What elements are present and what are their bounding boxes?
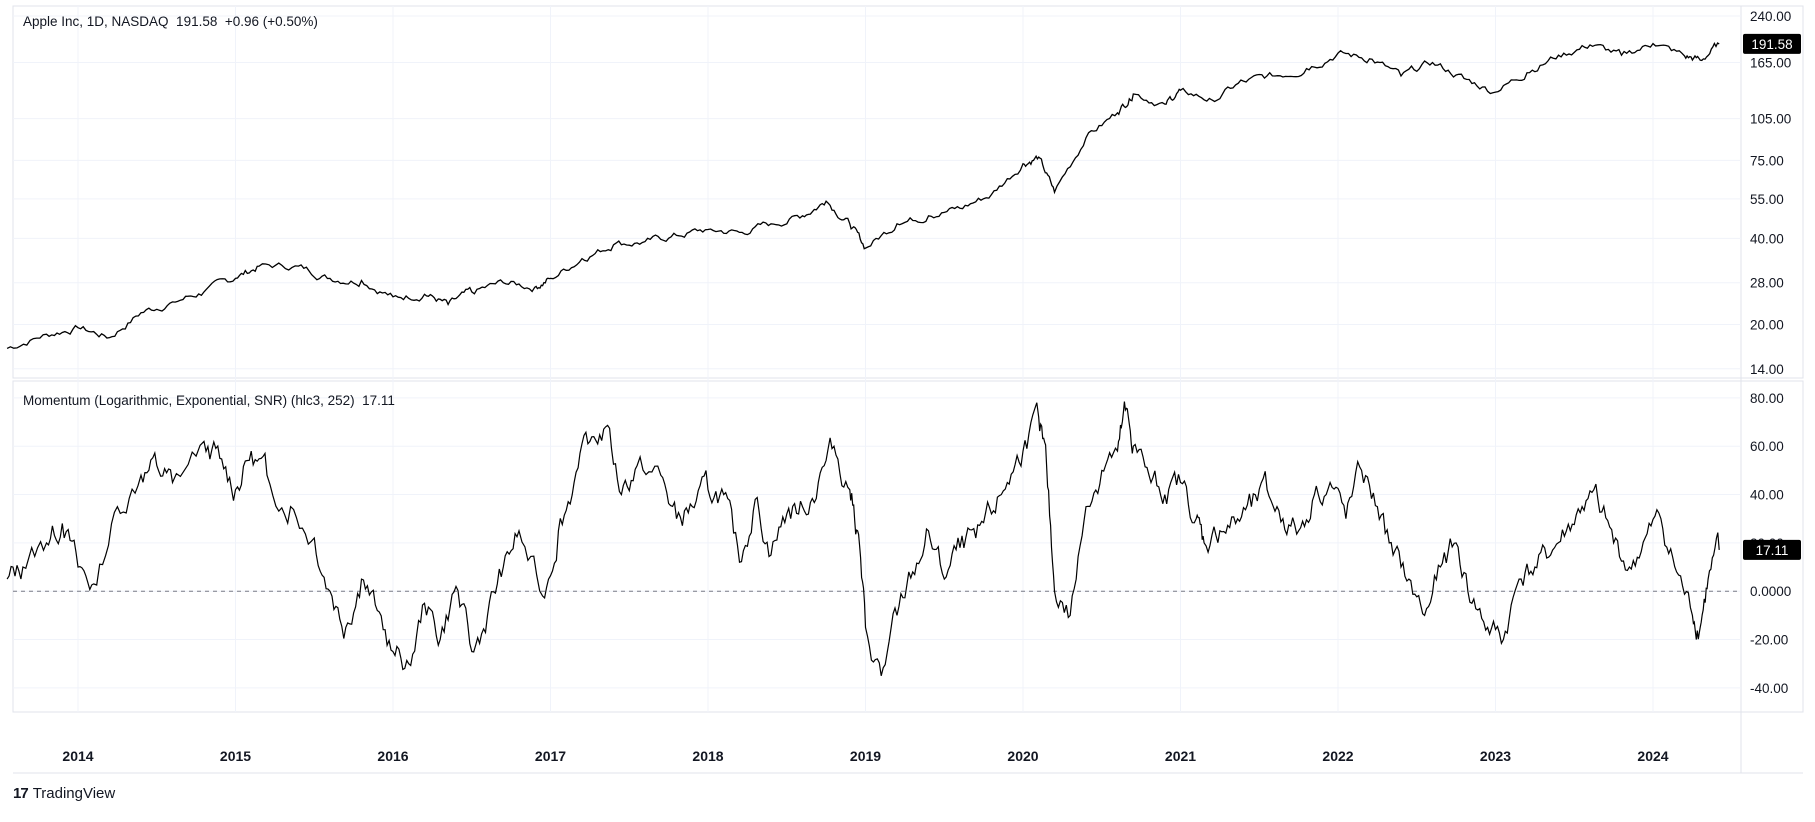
time-axis-label: 2020 <box>1007 748 1038 764</box>
momentum-last-value-bg <box>1743 539 1801 560</box>
tradingview-logo-icon: 17 <box>13 785 29 802</box>
price-axis-label: 55.00 <box>1750 192 1784 207</box>
time-axis-ticks: 2014 2015 2016 2017 2018 2019 2020 2021 2022 2023… <box>62 748 1668 764</box>
momentum-legend[interactable]: Momentum (Logarithmic, Exponential, SNR)… <box>23 393 395 408</box>
momentum-axis-label: 80.00 <box>1750 391 1784 406</box>
grid-lines <box>13 6 1741 712</box>
momentum-last-value-text: 17.11 <box>1756 543 1789 558</box>
time-axis-label: 2019 <box>850 748 881 764</box>
price-axis-label: 105.00 <box>1750 112 1791 127</box>
price-series <box>6 42 1720 349</box>
price-last-value-bg <box>1743 33 1801 54</box>
time-axis-label: 2016 <box>377 748 408 764</box>
price-legend[interactable]: Apple Inc, 1D, NASDAQ 191.58 +0.96 (+0.5… <box>23 14 318 29</box>
time-axis-label: 2022 <box>1322 748 1353 764</box>
price-last-value-badge: 191.58 <box>1743 33 1801 54</box>
tradingview-brand-name: TradingView <box>32 785 116 802</box>
price-axis-label: 28.00 <box>1750 276 1784 291</box>
momentum-axis-label: -40.00 <box>1750 681 1788 696</box>
tradingview-brand[interactable]: 17 TradingView <box>13 785 115 802</box>
time-axis-label: 2021 <box>1165 748 1196 764</box>
momentum-line <box>6 401 1720 676</box>
momentum-axis-label: -20.00 <box>1750 633 1788 648</box>
price-axis-label: 20.00 <box>1750 318 1784 333</box>
momentum-axis-label: 40.00 <box>1750 488 1784 503</box>
price-axis-label: 75.00 <box>1750 153 1784 168</box>
price-axis-label: 240.00 <box>1750 9 1791 24</box>
momentum-pane-frame <box>12 380 1804 713</box>
price-last-value-text: 191.58 <box>1751 37 1792 52</box>
momentum-last-value-badge: 17.11 <box>1743 539 1801 560</box>
time-axis-label: 2015 <box>220 748 251 764</box>
momentum-axis-label: 0.0000 <box>1750 584 1791 599</box>
time-axis-label: 2017 <box>535 748 566 764</box>
price-pane-frame <box>12 5 1804 379</box>
price-line <box>6 42 1720 349</box>
price-axis-label: 165.00 <box>1750 55 1791 70</box>
price-axis-ticks: 240.00 165.00 105.00 75.00 55.00 40.00 28.00 20… <box>1750 9 1791 377</box>
momentum-axis-label: 60.00 <box>1750 439 1784 454</box>
time-axis-label: 2014 <box>62 748 93 764</box>
time-axis-label: 2023 <box>1480 748 1511 764</box>
time-axis-label: 2018 <box>692 748 723 764</box>
price-axis-label: 40.00 <box>1750 231 1784 246</box>
price-axis-label: 14.00 <box>1750 362 1784 377</box>
time-axis-label: 2024 <box>1637 748 1668 764</box>
momentum-series <box>6 401 1720 676</box>
